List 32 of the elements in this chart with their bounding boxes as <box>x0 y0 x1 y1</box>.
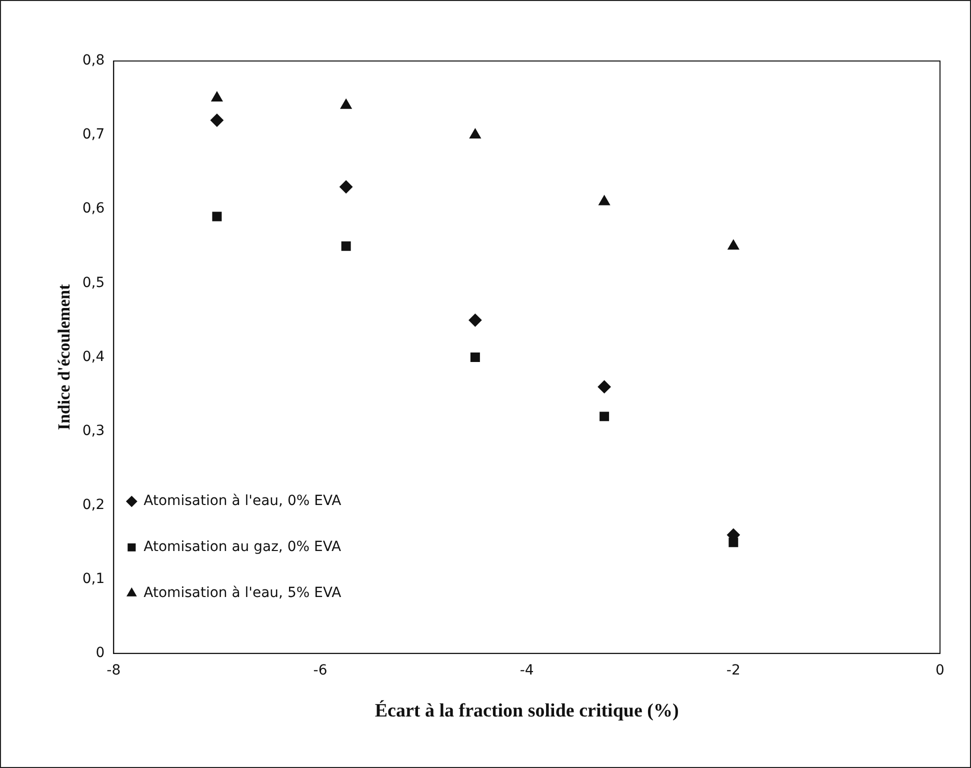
y-axis-title: Indice d'écoulement <box>54 284 74 430</box>
point <box>340 98 352 109</box>
legend-label: Atomisation à l'eau, 5% EVA <box>144 585 342 602</box>
y-tick-label: 0,8 <box>82 52 105 69</box>
point <box>341 241 351 251</box>
x-tick-label: -6 <box>313 662 328 678</box>
point <box>469 128 481 139</box>
point <box>212 212 222 222</box>
x-tick-label: 0 <box>936 662 944 678</box>
point <box>470 352 480 362</box>
y-tick-label: 0,3 <box>82 422 105 439</box>
y-tick-label: 0,7 <box>82 126 105 143</box>
x-tick-label: -8 <box>106 662 121 678</box>
point <box>598 380 611 394</box>
point <box>211 92 223 102</box>
y-tick-label: 0,5 <box>82 274 105 291</box>
legend-label: Atomisation au gaz, 0% EVA <box>144 539 342 556</box>
x-tick-label: -2 <box>726 662 740 678</box>
x-tick-label: -4 <box>520 662 534 678</box>
point <box>210 114 224 127</box>
y-tick-label: 0,1 <box>82 570 105 587</box>
point <box>340 180 353 194</box>
y-tick-label: 0,6 <box>82 200 105 217</box>
legend-label: Atomisation à l'eau, 0% EVA <box>144 493 342 510</box>
point <box>598 195 610 206</box>
y-tick-label: 0,2 <box>82 496 105 513</box>
point <box>468 314 482 327</box>
y-tick-label: 0,4 <box>82 348 105 365</box>
y-tick-label: 0 <box>96 645 105 662</box>
point <box>728 240 740 250</box>
x-axis-title: Écart à la fraction solide critique (%) <box>374 700 679 722</box>
point <box>600 412 610 422</box>
